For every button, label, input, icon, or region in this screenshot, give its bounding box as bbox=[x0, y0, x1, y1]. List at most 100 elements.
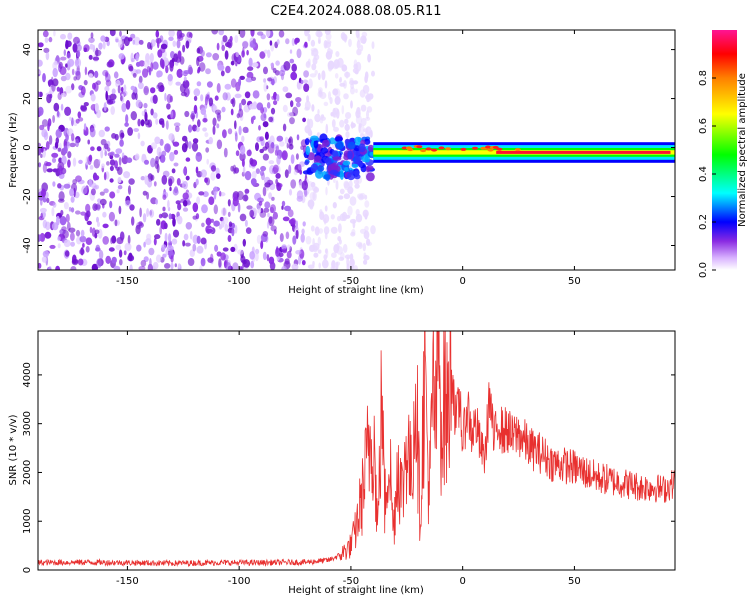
noise-blob bbox=[242, 165, 246, 175]
noise-blob bbox=[314, 69, 318, 75]
noise-blob bbox=[262, 153, 269, 161]
noise-blob bbox=[52, 115, 55, 123]
noise-blob bbox=[323, 101, 329, 107]
noise-blob bbox=[146, 208, 150, 217]
noise-blob bbox=[216, 251, 222, 257]
noise-blob bbox=[325, 186, 328, 196]
noise-blob bbox=[98, 250, 104, 260]
noise-blob bbox=[362, 242, 366, 252]
noise-blob bbox=[51, 152, 59, 158]
noise-blob bbox=[350, 231, 356, 237]
noise-blob bbox=[164, 143, 171, 153]
noise-blob bbox=[308, 130, 313, 137]
signal-peak bbox=[431, 148, 438, 152]
noise-blob bbox=[88, 37, 95, 43]
transition-blob bbox=[358, 162, 363, 168]
signal-peak bbox=[416, 145, 423, 149]
noise-blob bbox=[222, 129, 227, 139]
noise-blob bbox=[53, 102, 60, 112]
noise-blob bbox=[358, 123, 362, 128]
noise-blob bbox=[63, 202, 69, 210]
noise-blob bbox=[349, 218, 357, 224]
noise-blob bbox=[227, 211, 231, 217]
noise-blob bbox=[355, 88, 358, 94]
noise-blob bbox=[42, 219, 48, 229]
noise-blob bbox=[275, 60, 280, 66]
noise-blob bbox=[46, 168, 54, 173]
noise-blob bbox=[206, 81, 213, 88]
noise-blob bbox=[98, 129, 106, 138]
noise-blob bbox=[340, 32, 346, 40]
transition-blob bbox=[367, 144, 375, 152]
noise-blob bbox=[227, 235, 232, 242]
noise-blob bbox=[166, 103, 171, 110]
noise-blob bbox=[111, 88, 116, 95]
noise-blob bbox=[54, 141, 59, 149]
noise-blob bbox=[185, 222, 192, 230]
noise-blob bbox=[234, 224, 238, 234]
noise-blob bbox=[70, 232, 75, 242]
noise-blob bbox=[138, 221, 143, 227]
noise-blob bbox=[98, 42, 103, 50]
noise-blob bbox=[335, 180, 339, 190]
noise-blob bbox=[156, 70, 163, 78]
noise-blob bbox=[360, 104, 367, 112]
noise-blob bbox=[86, 220, 92, 226]
noise-blob bbox=[188, 141, 192, 150]
noise-blob bbox=[100, 149, 104, 159]
noise-blob bbox=[51, 83, 56, 92]
noise-blob bbox=[161, 121, 165, 128]
noise-blob bbox=[168, 133, 175, 141]
noise-blob bbox=[130, 33, 136, 39]
noise-blob bbox=[56, 110, 60, 117]
noise-blob bbox=[88, 73, 94, 78]
noise-blob bbox=[273, 91, 277, 101]
noise-blob bbox=[149, 210, 153, 216]
noise-blob bbox=[102, 236, 109, 245]
noise-blob bbox=[116, 189, 120, 194]
noise-blob bbox=[63, 49, 66, 56]
noise-blob bbox=[39, 124, 45, 131]
noise-blob bbox=[161, 150, 167, 157]
noise-blob bbox=[307, 264, 315, 269]
noise-blob bbox=[278, 252, 284, 258]
noise-blob bbox=[90, 93, 96, 102]
noise-blob bbox=[170, 110, 174, 119]
noise-blob bbox=[169, 151, 175, 162]
transition-blob bbox=[310, 163, 319, 173]
noise-blob bbox=[197, 119, 201, 128]
noise-blob bbox=[162, 206, 166, 212]
noise-blob bbox=[196, 235, 201, 244]
noise-blob bbox=[247, 66, 254, 71]
signal-peak bbox=[401, 146, 408, 150]
noise-blob bbox=[195, 152, 203, 162]
noise-blob bbox=[109, 191, 116, 199]
noise-blob bbox=[87, 139, 90, 145]
noise-blob bbox=[90, 188, 96, 196]
noise-blob bbox=[259, 170, 265, 176]
noise-blob bbox=[241, 50, 245, 58]
noise-blob bbox=[192, 138, 199, 144]
transition-blob bbox=[363, 138, 371, 145]
noise-blob bbox=[63, 145, 68, 154]
noise-blob bbox=[312, 245, 318, 253]
noise-blob bbox=[206, 228, 214, 233]
noise-blob bbox=[290, 217, 296, 226]
noise-blob bbox=[173, 149, 179, 155]
transition-blob bbox=[364, 155, 370, 163]
noise-blob bbox=[57, 236, 61, 241]
noise-blob bbox=[279, 141, 285, 147]
noise-blob bbox=[345, 112, 352, 119]
noise-blob bbox=[68, 206, 72, 212]
noise-blob bbox=[163, 222, 168, 230]
noise-blob bbox=[371, 70, 375, 77]
noise-blob bbox=[311, 63, 317, 71]
noise-blob bbox=[258, 125, 261, 131]
noise-blob bbox=[287, 111, 294, 118]
noise-blob bbox=[232, 164, 237, 175]
transition-blob bbox=[320, 147, 329, 154]
noise-blob bbox=[259, 51, 266, 59]
noise-blob bbox=[263, 82, 268, 92]
noise-blob bbox=[55, 128, 62, 138]
noise-blob bbox=[127, 127, 133, 136]
